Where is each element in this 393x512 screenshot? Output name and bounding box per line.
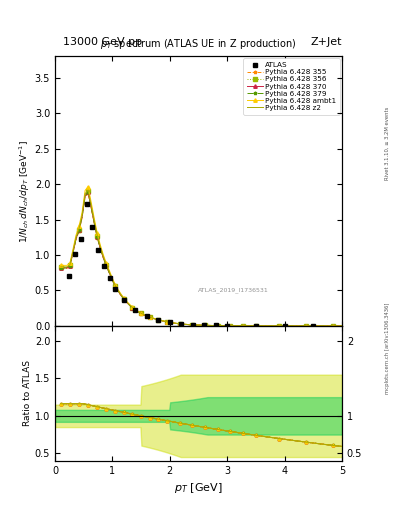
Pythia 6.428 370 bbox=[107, 270, 112, 276]
Text: Rivet 3.1.10, ≥ 3.2M events: Rivet 3.1.10, ≥ 3.2M events bbox=[385, 106, 390, 180]
Pythia 6.428 ambt1 bbox=[110, 275, 115, 281]
ATLAS bbox=[167, 319, 172, 325]
Pythia 6.428 379 bbox=[59, 265, 63, 271]
Pythia 6.428 356 bbox=[59, 264, 63, 270]
Pythia 6.428 z2 bbox=[182, 321, 186, 327]
Pythia 6.428 379 bbox=[86, 189, 90, 196]
Pythia 6.428 z2 bbox=[59, 264, 63, 270]
Pythia 6.428 356 bbox=[145, 313, 149, 319]
ATLAS bbox=[133, 307, 138, 313]
Pythia 6.428 ambt1 bbox=[59, 262, 63, 268]
Y-axis label: Ratio to ATLAS: Ratio to ATLAS bbox=[23, 360, 32, 426]
Pythia 6.428 ambt1 bbox=[107, 267, 112, 273]
ATLAS bbox=[101, 263, 106, 269]
Pythia 6.428 z2 bbox=[286, 323, 291, 329]
Line: ATLAS: ATLAS bbox=[67, 202, 316, 328]
Pythia 6.428 379 bbox=[145, 313, 149, 319]
Pythia 6.428 355 bbox=[286, 323, 291, 329]
Pythia 6.428 356 bbox=[110, 276, 115, 283]
Pythia 6.428 z2 bbox=[145, 313, 149, 319]
X-axis label: $p_T$ [GeV]: $p_T$ [GeV] bbox=[174, 481, 223, 495]
Pythia 6.428 355 bbox=[107, 270, 112, 276]
Pythia 6.428 ambt1 bbox=[145, 313, 149, 319]
Pythia 6.428 ambt1 bbox=[286, 323, 291, 329]
ATLAS bbox=[121, 297, 126, 304]
Pythia 6.428 z2 bbox=[110, 276, 115, 283]
ATLAS bbox=[90, 224, 95, 230]
ATLAS bbox=[282, 323, 287, 329]
ATLAS bbox=[202, 322, 207, 328]
Line: Pythia 6.428 356: Pythia 6.428 356 bbox=[59, 189, 343, 328]
ATLAS bbox=[253, 323, 258, 329]
Pythia 6.428 ambt1 bbox=[340, 323, 344, 329]
Pythia 6.428 370 bbox=[340, 323, 344, 329]
Pythia 6.428 356 bbox=[182, 321, 186, 327]
ATLAS bbox=[84, 201, 89, 207]
Pythia 6.428 355 bbox=[59, 265, 63, 271]
Pythia 6.428 379 bbox=[177, 321, 182, 327]
Line: Pythia 6.428 355: Pythia 6.428 355 bbox=[59, 191, 343, 328]
ATLAS bbox=[190, 322, 195, 328]
ATLAS bbox=[113, 286, 118, 292]
Pythia 6.428 356 bbox=[177, 321, 182, 327]
Text: Z+Jet: Z+Jet bbox=[310, 37, 342, 47]
ATLAS bbox=[213, 323, 218, 329]
Pythia 6.428 370 bbox=[145, 313, 149, 319]
Y-axis label: $1/N_{ch}\,dN_{ch}/dp_T$ [GeV$^{-1}$]: $1/N_{ch}\,dN_{ch}/dp_T$ [GeV$^{-1}$] bbox=[17, 140, 32, 243]
Pythia 6.428 370 bbox=[177, 321, 182, 327]
Text: ATLAS_2019_I1736531: ATLAS_2019_I1736531 bbox=[198, 287, 268, 292]
Pythia 6.428 355 bbox=[86, 190, 90, 197]
Pythia 6.428 355 bbox=[177, 321, 182, 327]
Pythia 6.428 356 bbox=[286, 323, 291, 329]
Pythia 6.428 379 bbox=[286, 323, 291, 329]
ATLAS bbox=[96, 247, 101, 253]
Legend: ATLAS, Pythia 6.428 355, Pythia 6.428 356, Pythia 6.428 370, Pythia 6.428 379, P: ATLAS, Pythia 6.428 355, Pythia 6.428 35… bbox=[243, 58, 340, 115]
Pythia 6.428 370 bbox=[182, 321, 186, 327]
Pythia 6.428 355 bbox=[110, 278, 115, 284]
ATLAS bbox=[67, 273, 72, 280]
Text: 13000 GeV pp: 13000 GeV pp bbox=[63, 37, 142, 47]
Pythia 6.428 z2 bbox=[86, 187, 90, 193]
ATLAS bbox=[107, 274, 112, 281]
Pythia 6.428 356 bbox=[340, 323, 344, 329]
Text: mcplots.cern.ch [arXiv:1306.3436]: mcplots.cern.ch [arXiv:1306.3436] bbox=[385, 303, 390, 394]
ATLAS bbox=[179, 321, 184, 327]
ATLAS bbox=[73, 250, 77, 257]
Pythia 6.428 370 bbox=[86, 189, 90, 196]
Pythia 6.428 355 bbox=[182, 321, 186, 327]
Pythia 6.428 355 bbox=[145, 313, 149, 319]
Pythia 6.428 370 bbox=[59, 265, 63, 271]
Pythia 6.428 ambt1 bbox=[182, 321, 186, 327]
Pythia 6.428 z2 bbox=[177, 321, 182, 327]
ATLAS bbox=[145, 313, 149, 319]
Pythia 6.428 356 bbox=[107, 269, 112, 275]
ATLAS bbox=[156, 316, 161, 323]
Pythia 6.428 356 bbox=[86, 188, 90, 194]
Pythia 6.428 355 bbox=[340, 323, 344, 329]
Pythia 6.428 379 bbox=[107, 270, 112, 276]
Text: $p_T$ spectrum (ATLAS UE in Z production): $p_T$ spectrum (ATLAS UE in Z production… bbox=[100, 37, 297, 51]
Pythia 6.428 379 bbox=[340, 323, 344, 329]
Line: Pythia 6.428 379: Pythia 6.428 379 bbox=[59, 190, 343, 328]
ATLAS bbox=[311, 323, 316, 329]
Line: Pythia 6.428 ambt1: Pythia 6.428 ambt1 bbox=[59, 185, 343, 328]
Pythia 6.428 ambt1 bbox=[177, 321, 182, 327]
Pythia 6.428 370 bbox=[110, 277, 115, 283]
ATLAS bbox=[225, 323, 230, 329]
Line: Pythia 6.428 z2: Pythia 6.428 z2 bbox=[61, 190, 342, 326]
ATLAS bbox=[79, 237, 83, 243]
Pythia 6.428 z2 bbox=[107, 269, 112, 275]
Pythia 6.428 379 bbox=[110, 277, 115, 283]
Pythia 6.428 370 bbox=[286, 323, 291, 329]
Pythia 6.428 379 bbox=[182, 321, 186, 327]
Pythia 6.428 ambt1 bbox=[86, 183, 90, 189]
Line: Pythia 6.428 370: Pythia 6.428 370 bbox=[59, 190, 343, 328]
Pythia 6.428 z2 bbox=[340, 323, 344, 329]
